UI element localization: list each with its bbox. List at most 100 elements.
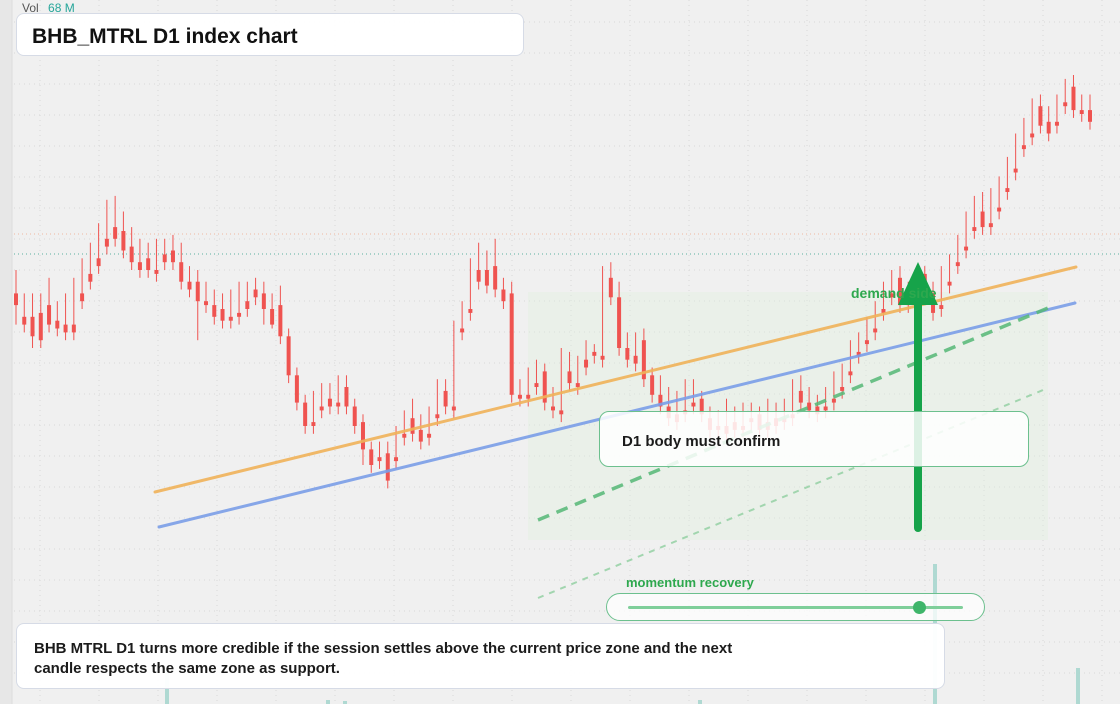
candle-body xyxy=(38,312,43,341)
candle-body xyxy=(195,281,200,302)
candle-body xyxy=(641,340,646,380)
candle-body xyxy=(286,336,291,376)
candle-body xyxy=(600,355,605,360)
candle-body xyxy=(807,402,812,411)
candle-body xyxy=(360,422,365,450)
candle-body xyxy=(542,371,547,403)
volume-value: 68 M xyxy=(48,1,75,15)
candle-body xyxy=(575,383,580,387)
volume-bar xyxy=(326,700,330,704)
candle-body xyxy=(840,387,845,391)
candle-body xyxy=(55,320,60,329)
candle-body xyxy=(278,305,283,337)
candle-body xyxy=(1030,133,1035,138)
candle-body xyxy=(71,324,76,333)
candle-body xyxy=(633,355,638,364)
candle-body xyxy=(848,371,853,376)
momentum-slider[interactable] xyxy=(606,593,985,621)
candle-body xyxy=(939,305,944,309)
candle-body xyxy=(1063,102,1068,107)
candle-body xyxy=(972,227,977,231)
candle-body xyxy=(336,402,341,407)
candle-body xyxy=(608,277,613,298)
candle-body xyxy=(592,351,597,356)
candle-body xyxy=(1079,110,1084,114)
title-box: BHB_MTRL D1 index chart xyxy=(16,13,524,56)
candle-body xyxy=(104,238,109,247)
candle-body xyxy=(1021,145,1026,150)
candle-body xyxy=(881,309,886,313)
candle-body xyxy=(311,422,316,426)
candle-body xyxy=(88,273,93,282)
candle-body xyxy=(1054,121,1059,126)
candle-body xyxy=(212,305,217,317)
candle-body xyxy=(451,406,456,411)
candle-body xyxy=(261,293,266,309)
analysis-note-box: BHB MTRL D1 turns more credible if the s… xyxy=(16,623,945,689)
candle-body xyxy=(319,406,324,411)
candle-body xyxy=(352,406,357,426)
candle-body xyxy=(443,390,448,407)
candle-body xyxy=(14,293,18,306)
candle-body xyxy=(559,410,564,415)
confirm-text: D1 body must confirm xyxy=(622,433,781,450)
momentum-knob[interactable] xyxy=(913,601,927,614)
candle-body xyxy=(856,351,861,356)
candle-body xyxy=(154,270,159,274)
candle-body xyxy=(146,258,151,270)
candle-body xyxy=(344,387,349,407)
candle-body xyxy=(823,406,828,411)
candle-body xyxy=(303,402,308,426)
candle-body xyxy=(509,293,514,395)
candle-body xyxy=(980,211,985,228)
candle-body xyxy=(699,398,704,415)
candle-body xyxy=(80,293,85,302)
candle-body xyxy=(385,453,390,481)
candle-body xyxy=(113,227,118,239)
candle-body xyxy=(137,262,142,270)
volume-bar xyxy=(698,700,702,704)
candle-body xyxy=(327,398,332,407)
candle-body xyxy=(1013,168,1018,173)
candle-body xyxy=(1005,188,1010,192)
candle-body xyxy=(179,262,184,282)
candle-body xyxy=(798,390,803,403)
candle-body xyxy=(650,375,655,395)
candle-body xyxy=(864,340,869,345)
volume-readout: Vol 68 M xyxy=(22,1,75,15)
candle-body xyxy=(394,457,399,462)
candle-body xyxy=(534,383,539,387)
candle-body xyxy=(889,293,894,298)
candle-body xyxy=(1088,110,1092,122)
candle-body xyxy=(468,309,473,313)
candle-body xyxy=(402,433,407,438)
confirm-callout: D1 body must confirm xyxy=(599,411,1029,467)
candle-body xyxy=(22,316,27,325)
candle-body xyxy=(658,394,663,407)
candle-body xyxy=(47,305,52,325)
candle-body xyxy=(897,277,902,306)
candle-body xyxy=(63,324,68,333)
candle-body xyxy=(567,371,572,384)
candle-body xyxy=(617,297,622,348)
candle-body xyxy=(1046,121,1051,134)
candle-body xyxy=(294,375,299,403)
buy-arrow-head xyxy=(898,262,938,305)
demand-side-label: demand side xyxy=(851,285,937,301)
candle-body xyxy=(484,270,489,286)
candle-body xyxy=(997,207,1002,212)
candle-body xyxy=(270,309,275,325)
candle-body xyxy=(526,394,531,399)
candle-body xyxy=(220,309,225,321)
candle-body xyxy=(964,246,969,251)
candle-body xyxy=(988,223,993,228)
candle-body xyxy=(625,348,630,360)
candlesticks xyxy=(14,75,1092,489)
candle-body xyxy=(121,231,126,251)
volume-bar xyxy=(1076,668,1080,704)
candle-body xyxy=(517,394,522,399)
candle-body xyxy=(245,301,250,309)
candle-body xyxy=(831,398,836,403)
candle-body xyxy=(96,258,101,267)
